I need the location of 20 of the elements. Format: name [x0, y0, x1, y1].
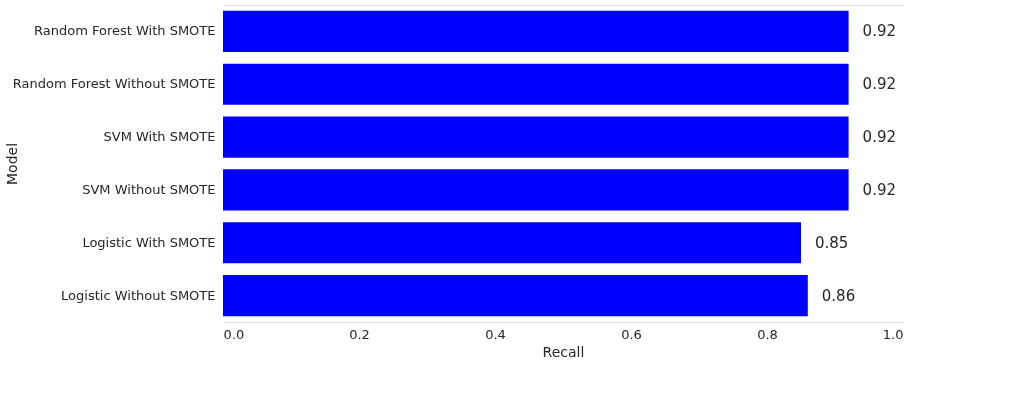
data-label: 0.92 — [862, 75, 897, 94]
y-tick-label: Logistic Without SMOTE — [61, 287, 216, 303]
y-tick-label: Random Forest With SMOTE — [34, 23, 216, 39]
data-label: 0.86 — [821, 286, 856, 305]
data-label: 0.92 — [862, 128, 897, 147]
y-tick-label: SVM With SMOTE — [103, 129, 216, 145]
y-tick-label: SVM Without SMOTE — [82, 181, 216, 197]
x-tick-label: 0.2 — [349, 326, 370, 342]
y-tick-label: Logistic With SMOTE — [82, 234, 216, 250]
x-tick-label: 0.0 — [223, 326, 245, 342]
x-tick-label: 1.0 — [882, 326, 904, 342]
data-label: 0.92 — [862, 180, 897, 199]
data-label: 0.85 — [815, 233, 849, 252]
x-tick-label: 0.8 — [757, 326, 778, 342]
y-tick-label: Random Forest Without SMOTE — [12, 76, 216, 92]
data-label: 0.92 — [862, 22, 897, 41]
x-tick-label: 0.6 — [621, 326, 642, 342]
x-axis-title: Recall — [542, 343, 585, 360]
y-axis-title: Model — [3, 142, 20, 186]
x-tick-label: 0.4 — [485, 326, 506, 342]
